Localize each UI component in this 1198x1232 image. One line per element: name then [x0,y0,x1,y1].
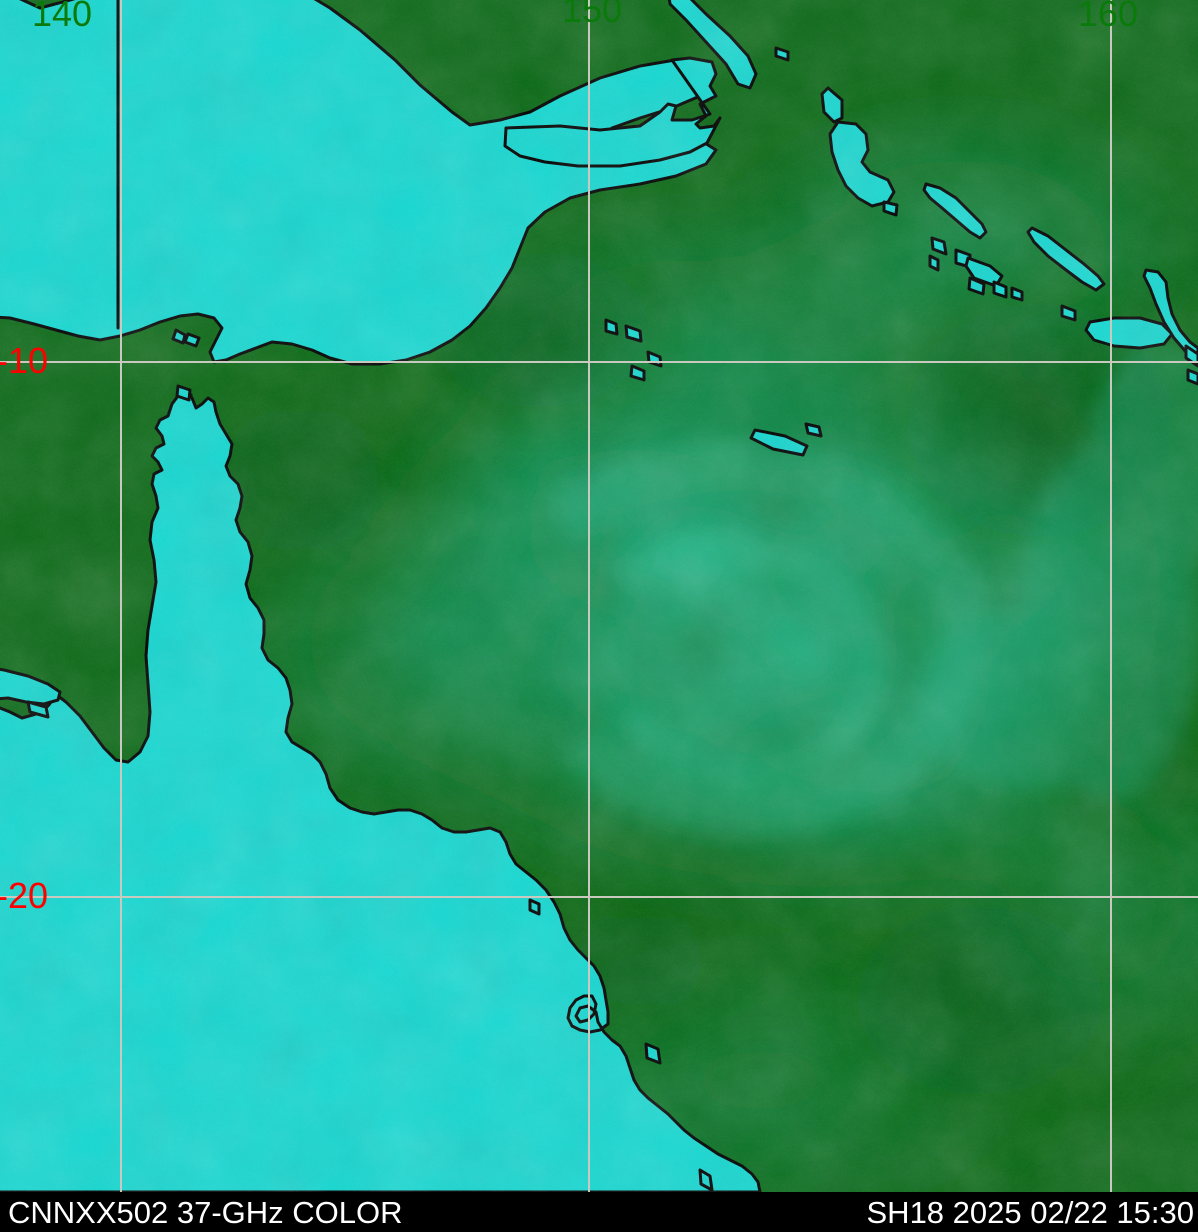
footer-storm-timestamp: SH18 2025 02/22 15:30 [866,1195,1195,1230]
satellite-image-panel[interactable]: 140 150 160 -10 -20 [0,0,1198,1192]
microwave-imagery-canvas [0,0,1198,1192]
image-footer-bar: CNNXX502 37-GHz COLOR SH18 2025 02/22 15… [0,1192,1198,1232]
sensor-fine-speckle [0,0,1198,1192]
footer-product-label: CNNXX502 37-GHz COLOR [8,1195,403,1230]
